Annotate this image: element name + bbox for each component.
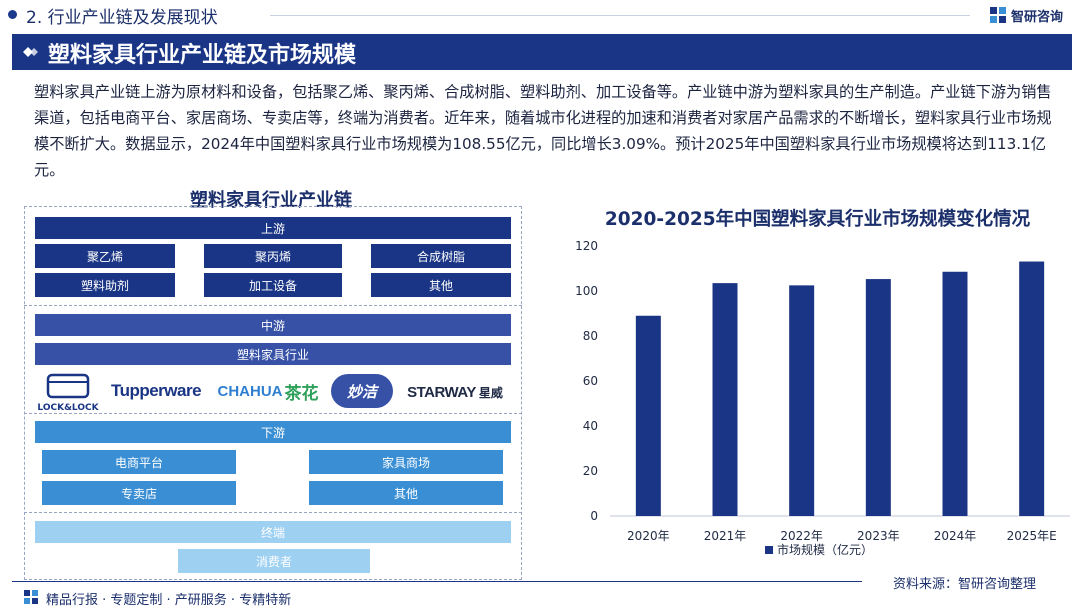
brand-mark-icon [990,7,1006,23]
y-tick-label: 20 [583,464,598,478]
chart-title: 2020-2025年中国塑料家具行业市场规模变化情况 [604,209,1031,230]
lock-icon [46,373,90,399]
x-tick-label: 2023年 [857,529,900,543]
upstream-item: 聚丙烯 [204,244,342,268]
logo-text: CHAHUA [217,382,283,400]
logo-text: 妙洁 [346,382,377,401]
y-tick-label: 80 [583,329,598,343]
bar-5 [1019,261,1045,516]
upstream-item: 塑料助剂 [35,273,175,297]
y-tick-label: 0 [590,509,598,523]
brand-name: 智研咨询 [1011,10,1064,25]
y-tick-label: 100 [575,284,598,298]
title-banner [12,34,1072,70]
starway-logo: STARWAY 星威 [398,379,512,405]
x-tick-label: 2020年 [627,529,670,543]
intro-paragraph: 塑料家具产业链上游为原材料和设备，包括聚乙烯、聚丙烯、合成树脂、塑料助剂、加工设… [34,83,1052,179]
bar-2 [789,285,815,516]
header-divider [270,15,970,16]
upstream-header: 上游 [35,217,511,239]
bar-4 [942,271,968,516]
y-tick-label: 120 [575,239,598,253]
section-title: 2. 行业产业链及发展现状 [26,8,218,28]
brand-logo: 智研咨询 [990,5,1080,25]
miaojie-logo: 妙洁 [331,374,393,408]
legend-swatch [765,546,773,554]
midstream-item: 塑料家具行业 [35,343,511,365]
banner-title: 塑料家具行业产业链及市场规模 [48,43,357,68]
tupperware-logo: Tupperware [110,381,202,400]
upstream-item: 其他 [371,273,511,297]
diamond-icon [23,47,38,57]
logo-text: 茶花 [284,383,319,404]
midstream-header: 中游 [35,314,511,336]
terminal-item: 消费者 [178,549,370,573]
chain-title: 塑料家具行业产业链 [190,190,352,211]
legend-label: 市场规模（亿元） [777,542,873,557]
chain-separator [24,512,522,514]
y-tick-label: 40 [583,419,598,433]
market-size-bar-chart: 0 20 40 60 80 100 120 2020年 2021年 2022年 2023年 2024年… [575,239,1070,557]
bar-1 [712,283,738,516]
downstream-item: 电商平台 [42,450,236,474]
downstream-item: 家具商场 [309,450,503,474]
downstream-header: 下游 [35,421,511,443]
logo-text: 星威 [478,385,503,400]
brand-mark-icon [24,590,38,604]
chain-separator [24,305,522,307]
bar-3 [865,279,891,516]
logo-text: STARWAY [407,383,476,401]
upstream-item: 加工设备 [204,273,342,297]
y-tick-label: 60 [583,374,598,388]
section-bullet [8,10,17,19]
footer-divider [12,581,862,582]
chain-separator [24,413,522,415]
downstream-item: 其他 [309,481,503,505]
logo-text: LOCK&LOCK [37,403,99,413]
terminal-header: 终端 [35,521,511,543]
x-tick-label: 2021年 [704,529,747,543]
x-tick-label: 2025年E [1007,529,1057,543]
upstream-item: 合成树脂 [371,244,511,268]
x-tick-label: 2024年 [934,529,977,543]
source-note: 资料来源：智研咨询整理 [893,577,1037,592]
upstream-item: 聚乙烯 [35,244,175,268]
lock-and-lock-logo: LOCK&LOCK [36,371,100,413]
downstream-item: 专卖店 [42,481,236,505]
x-tick-label: 2022年 [780,529,823,543]
chahua-logo: CHAHUA 茶花 [212,379,324,404]
bar-0 [635,315,661,516]
footer-services: 精品行报 · 专题定制 · 产研服务 · 专精特新 [46,593,292,608]
chain-panel [24,206,522,580]
